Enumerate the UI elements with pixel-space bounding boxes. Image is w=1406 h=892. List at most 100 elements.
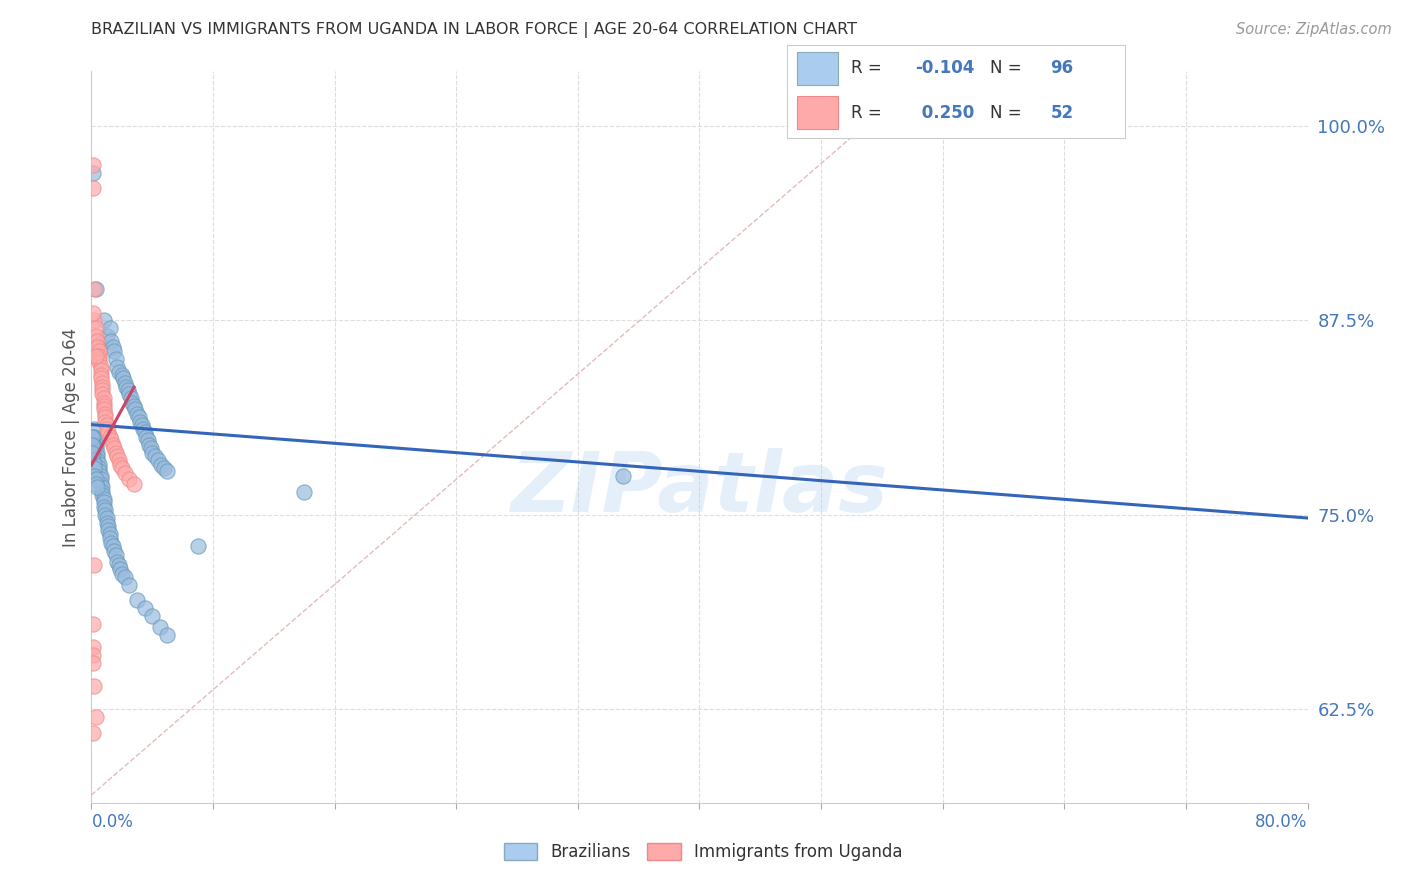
Point bbox=[153, 461, 176, 475]
Point bbox=[107, 558, 129, 572]
Point bbox=[82, 438, 104, 452]
Point bbox=[148, 453, 170, 467]
Point bbox=[114, 466, 136, 480]
Point bbox=[94, 503, 117, 517]
Point bbox=[82, 648, 104, 662]
Point bbox=[93, 495, 115, 509]
Point bbox=[83, 558, 105, 572]
Point bbox=[98, 531, 121, 545]
Y-axis label: In Labor Force | Age 20-64: In Labor Force | Age 20-64 bbox=[62, 327, 80, 547]
Point bbox=[83, 679, 105, 693]
Point bbox=[120, 391, 142, 405]
Point bbox=[110, 562, 132, 576]
Point bbox=[114, 376, 136, 390]
Point bbox=[105, 449, 128, 463]
Point bbox=[156, 628, 179, 642]
Point bbox=[87, 336, 110, 351]
Point bbox=[143, 449, 166, 463]
Point bbox=[83, 282, 105, 296]
Point bbox=[124, 402, 146, 417]
Point bbox=[82, 725, 104, 739]
Point bbox=[128, 409, 150, 424]
Point bbox=[93, 500, 115, 515]
Point bbox=[83, 457, 105, 471]
Legend: Brazilians, Immigrants from Uganda: Brazilians, Immigrants from Uganda bbox=[496, 836, 910, 868]
Point bbox=[100, 433, 122, 447]
Point bbox=[96, 417, 118, 432]
Point bbox=[82, 616, 104, 631]
Point bbox=[156, 464, 179, 478]
Point bbox=[89, 371, 111, 385]
Point bbox=[82, 445, 104, 459]
Point bbox=[129, 415, 152, 429]
Point bbox=[87, 349, 110, 363]
Point bbox=[136, 433, 159, 447]
Point bbox=[141, 445, 163, 459]
Point bbox=[91, 380, 114, 394]
Point bbox=[103, 344, 125, 359]
Text: N =: N = bbox=[990, 103, 1026, 121]
Point bbox=[82, 181, 104, 195]
Point bbox=[89, 469, 111, 483]
Point bbox=[111, 368, 134, 382]
Point bbox=[87, 355, 110, 369]
Point bbox=[132, 422, 155, 436]
Point bbox=[125, 407, 148, 421]
Point bbox=[91, 480, 114, 494]
Text: N =: N = bbox=[990, 60, 1026, 78]
Bar bbox=[797, 96, 838, 129]
Point bbox=[83, 313, 105, 327]
Point bbox=[93, 396, 115, 410]
Point bbox=[111, 461, 134, 475]
Point bbox=[82, 453, 104, 467]
Point bbox=[94, 407, 117, 421]
Text: Source: ZipAtlas.com: Source: ZipAtlas.com bbox=[1236, 22, 1392, 37]
Point bbox=[93, 313, 115, 327]
Point bbox=[91, 488, 114, 502]
Point bbox=[104, 549, 127, 563]
Point bbox=[93, 402, 115, 417]
Text: 80.0%: 80.0% bbox=[1256, 813, 1308, 830]
Point bbox=[91, 484, 114, 499]
Point bbox=[86, 453, 108, 467]
Point bbox=[105, 359, 128, 374]
Point bbox=[86, 449, 108, 463]
Point bbox=[89, 472, 111, 486]
Point bbox=[84, 321, 107, 335]
Text: 0.0%: 0.0% bbox=[91, 813, 134, 830]
Point bbox=[84, 349, 107, 363]
Point bbox=[117, 384, 139, 398]
Point bbox=[89, 476, 111, 491]
Point bbox=[86, 334, 108, 348]
Text: 96: 96 bbox=[1050, 60, 1074, 78]
Point bbox=[84, 329, 107, 343]
Point bbox=[103, 543, 125, 558]
Point bbox=[101, 438, 124, 452]
Text: 52: 52 bbox=[1050, 103, 1074, 121]
Point bbox=[84, 433, 107, 447]
Point bbox=[187, 539, 209, 553]
Point bbox=[83, 422, 105, 436]
Point bbox=[118, 578, 141, 592]
Point bbox=[612, 469, 634, 483]
Point bbox=[82, 305, 104, 319]
Text: R =: R = bbox=[852, 60, 887, 78]
Point bbox=[134, 601, 156, 615]
Point bbox=[86, 340, 108, 354]
Point bbox=[83, 469, 105, 483]
Point bbox=[82, 430, 104, 444]
Point bbox=[83, 430, 105, 444]
Point bbox=[101, 340, 124, 354]
Point bbox=[82, 438, 104, 452]
Point bbox=[91, 384, 114, 398]
Point bbox=[98, 321, 121, 335]
Text: ZIPatlas: ZIPatlas bbox=[510, 448, 889, 529]
Point bbox=[87, 461, 110, 475]
Point bbox=[89, 359, 111, 374]
Point bbox=[86, 480, 108, 494]
Point bbox=[82, 640, 104, 655]
Point bbox=[89, 363, 111, 377]
Point bbox=[84, 438, 107, 452]
Point bbox=[150, 458, 173, 472]
Point bbox=[82, 165, 104, 179]
